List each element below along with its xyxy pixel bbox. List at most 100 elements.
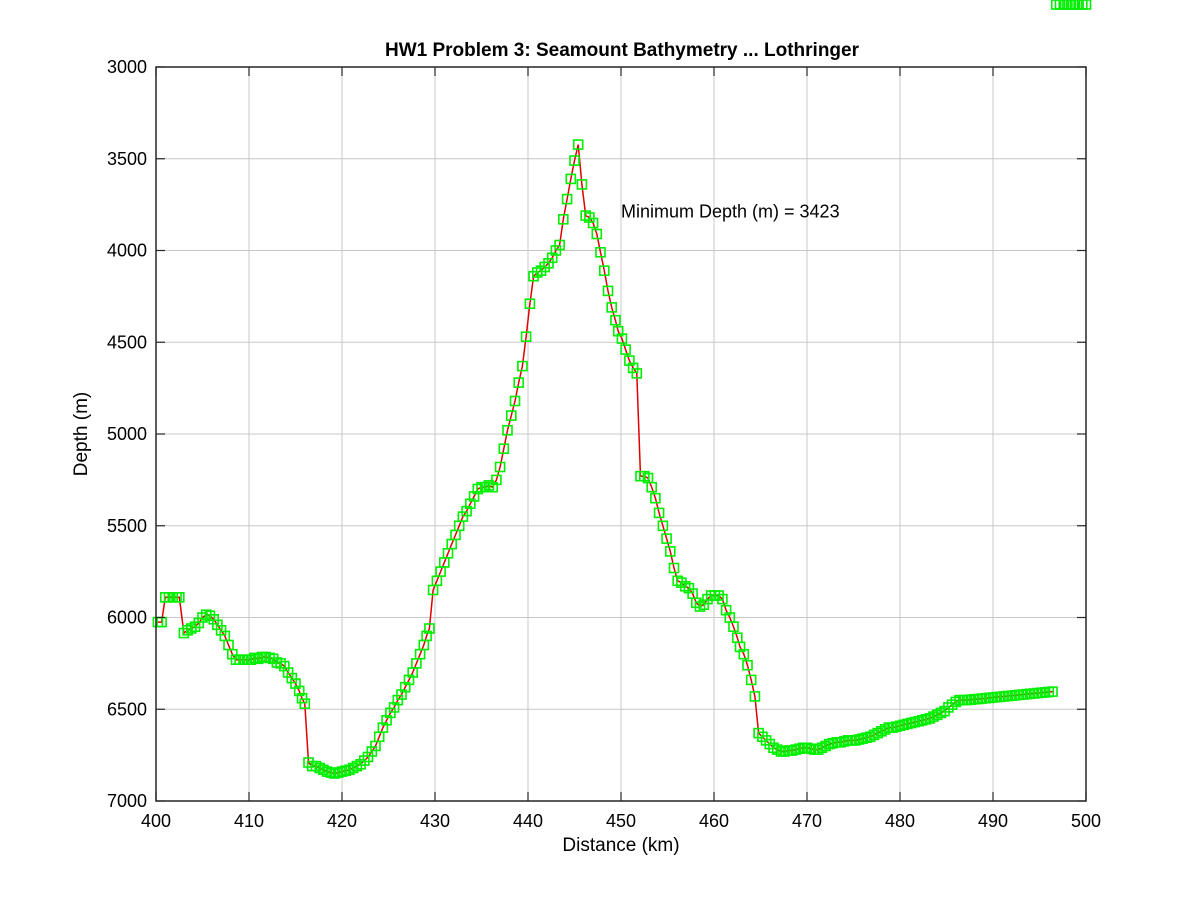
data-point-marker [1047, 686, 1058, 697]
data-point-marker [909, 716, 921, 728]
data-point-marker [494, 461, 506, 473]
data-point-marker [421, 630, 432, 642]
data-point-marker [479, 481, 491, 493]
y-axis-label: Depth (m) [71, 392, 92, 476]
data-point-marker [757, 731, 768, 743]
y-tick-label: 4500 [107, 332, 147, 352]
x-tick-label: 500 [1071, 811, 1101, 831]
x-tick-label: 460 [699, 811, 729, 831]
data-point-marker [850, 735, 861, 746]
data-point-marker [498, 443, 510, 455]
data-point-marker [668, 562, 680, 574]
data-point-marker [1080, 0, 1092, 10]
data-point-marker [657, 520, 669, 532]
data-point-marker [728, 621, 739, 633]
data-point-marker [340, 765, 352, 777]
data-point-marker [461, 505, 472, 517]
y-tick-label: 6500 [107, 699, 147, 719]
data-point-marker [646, 481, 658, 493]
y-tick-label: 4000 [107, 241, 147, 261]
y-tick-label: 7000 [107, 791, 147, 811]
data-point-marker [299, 698, 311, 710]
data-point-marker [584, 212, 595, 223]
x-tick-label: 400 [141, 811, 171, 831]
data-point-marker [576, 179, 588, 190]
data-point-marker [631, 368, 643, 379]
data-point-marker [650, 492, 661, 504]
data-point-marker [683, 582, 695, 594]
data-point-marker [610, 314, 621, 326]
data-point-marker [296, 692, 308, 704]
data-point-marker [513, 377, 525, 388]
data-point-marker [595, 247, 606, 258]
data-point-marker [653, 507, 665, 519]
data-point-marker [554, 239, 565, 251]
data-point-marker [197, 612, 208, 623]
y-tick-label: 3000 [107, 57, 147, 77]
plot-area-border [155, 66, 1087, 802]
data-point-marker [749, 691, 761, 702]
data-point-marker [388, 702, 400, 713]
x-tick-label: 440 [513, 811, 543, 831]
data-point-marker [487, 481, 499, 493]
series-layer [152, 0, 1092, 779]
data-point-marker [520, 331, 532, 343]
data-point-marker [329, 768, 340, 779]
data-point-marker [572, 139, 584, 150]
data-point-marker [182, 624, 193, 636]
data-point-marker [550, 245, 562, 256]
data-point-marker [293, 685, 305, 697]
data-point-marker [602, 285, 614, 297]
x-tick-label: 470 [792, 811, 822, 831]
data-point-marker [606, 302, 618, 313]
data-point-marker [624, 355, 635, 366]
data-point-marker [314, 762, 326, 774]
data-point-marker [193, 617, 205, 629]
data-point-marker [468, 491, 480, 502]
data-point-marker [424, 623, 435, 634]
data-point-marker [517, 360, 528, 372]
y-tick-label: 3500 [107, 149, 147, 169]
data-point-marker [249, 652, 260, 664]
data-point-marker [174, 591, 185, 603]
data-point-marker [717, 593, 728, 605]
data-point-marker [215, 624, 227, 636]
data-point-marker [664, 546, 676, 557]
data-point-marker [282, 667, 294, 678]
y-tick-label: 5500 [107, 516, 147, 536]
data-point-marker [557, 214, 569, 225]
data-point-marker [321, 766, 333, 777]
ticks-layer: 400 410 420 430 440 450 460 470 480 490 500 3000 350… [107, 57, 1101, 831]
data-point-marker [227, 648, 238, 660]
data-point-marker [524, 298, 536, 310]
chart-title: HW1 Problem 3: Seamount Bathymetry ... L… [385, 40, 860, 61]
data-point-marker [208, 613, 219, 625]
data-point-marker [616, 333, 628, 344]
data-point-marker [935, 707, 947, 719]
data-point-marker [509, 395, 521, 407]
data-point-marker [561, 193, 573, 205]
x-tick-label: 490 [978, 811, 1008, 831]
data-point-marker [591, 228, 603, 240]
data-point-marker [943, 702, 954, 713]
x-tick-label: 450 [606, 811, 636, 831]
x-tick-label: 480 [885, 811, 915, 831]
data-point-marker [661, 533, 672, 544]
data-point-marker [569, 155, 580, 166]
x-tick-label: 430 [420, 811, 450, 831]
x-tick-label: 420 [327, 811, 357, 831]
data-point-marker [502, 424, 513, 436]
data-point-marker [742, 659, 753, 671]
data-point-marker [620, 344, 631, 355]
data-point-marker [738, 648, 750, 660]
x-axis-label: Distance (km) [562, 835, 679, 856]
data-point-marker [505, 410, 517, 421]
x-tick-label: 410 [234, 811, 264, 831]
y-tick-label: 5000 [107, 424, 147, 444]
y-tick-label: 6000 [107, 608, 147, 628]
data-point-marker [491, 474, 502, 486]
data-point-marker [587, 217, 599, 229]
data-point-marker [565, 173, 577, 185]
